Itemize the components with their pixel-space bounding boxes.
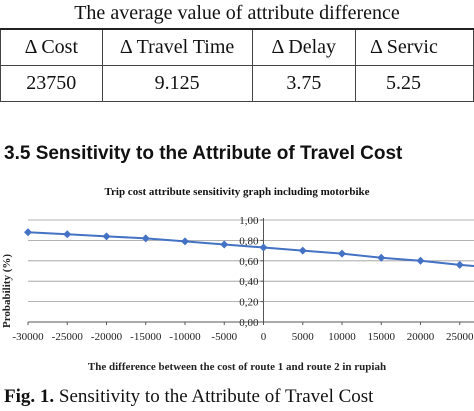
y-tick-label: 0,60 xyxy=(239,256,259,268)
x-tick-label: -25000 xyxy=(52,331,84,343)
table-caption: The average value of attribute differenc… xyxy=(74,2,400,24)
x-tick-label: 25000 xyxy=(446,331,474,343)
data-point xyxy=(24,228,32,237)
chart-title: Trip cost attribute sensitivity graph in… xyxy=(104,186,370,198)
figure-caption-text: Sensitivity to the Attribute of Travel C… xyxy=(54,386,374,407)
figure-label: Fig. 1. xyxy=(4,386,55,407)
section-heading: 3.5 Sensitivity to the Attribute of Trav… xyxy=(4,143,403,164)
data-point xyxy=(455,260,464,269)
data-point xyxy=(63,230,72,239)
data-point xyxy=(220,240,229,249)
data-point xyxy=(338,249,346,258)
table-row: 23750 9.125 3.75 5.25 xyxy=(0,65,474,102)
figure-caption: Fig. 1. Sensitivity to the Attribute of … xyxy=(4,386,373,408)
y-axis-label: Probability (%) xyxy=(1,254,13,328)
data-point xyxy=(377,253,386,262)
x-tick-label: -20000 xyxy=(91,331,123,343)
data-point xyxy=(298,246,307,255)
data-point xyxy=(259,243,268,252)
data-point xyxy=(141,234,150,243)
table-header-row: Δ Cost Δ Travel Time Δ Delay Δ Servic xyxy=(0,28,474,66)
data-point xyxy=(416,256,425,265)
attribute-difference-table: Δ Cost Δ Travel Time Δ Delay Δ Servic 23… xyxy=(0,28,474,102)
x-tick-label: 10000 xyxy=(328,331,356,343)
x-tick-label: 15000 xyxy=(368,331,396,343)
header-delay: Δ Delay xyxy=(251,28,357,66)
header-cost: Δ Cost xyxy=(0,28,103,66)
x-tick-label: -5000 xyxy=(211,331,237,343)
sensitivity-chart: 0,00 0,20 0,40 0,60 0,80 1,00 -30000 -25000 -200… xyxy=(1,215,474,373)
header-service: Δ Servic xyxy=(355,28,474,66)
y-tick-label: 0,40 xyxy=(239,276,259,288)
x-tick-label: 0 xyxy=(261,331,267,343)
data-point xyxy=(102,232,111,241)
x-tick-label: -10000 xyxy=(169,331,201,343)
header-travel-time: Δ Travel Time xyxy=(101,28,253,66)
y-tick-label: 0,20 xyxy=(239,297,259,309)
cell-service: 5.25 xyxy=(355,65,474,102)
x-tick-label: -15000 xyxy=(130,331,162,343)
data-point xyxy=(181,237,189,246)
y-tick-label: 1,00 xyxy=(239,215,259,227)
x-axis-label: The difference between the cost of route… xyxy=(88,361,386,373)
x-tick-label: 5000 xyxy=(292,331,315,343)
x-tick-label: -30000 xyxy=(12,331,44,343)
y-tick-label: 0,00 xyxy=(239,317,259,329)
y-tick-label: 0,80 xyxy=(239,235,259,247)
x-tick-label: 20000 xyxy=(407,331,435,343)
cell-cost: 23750 xyxy=(0,65,103,102)
cell-travel-time: 9.125 xyxy=(101,65,253,102)
cell-delay: 3.75 xyxy=(251,65,357,102)
